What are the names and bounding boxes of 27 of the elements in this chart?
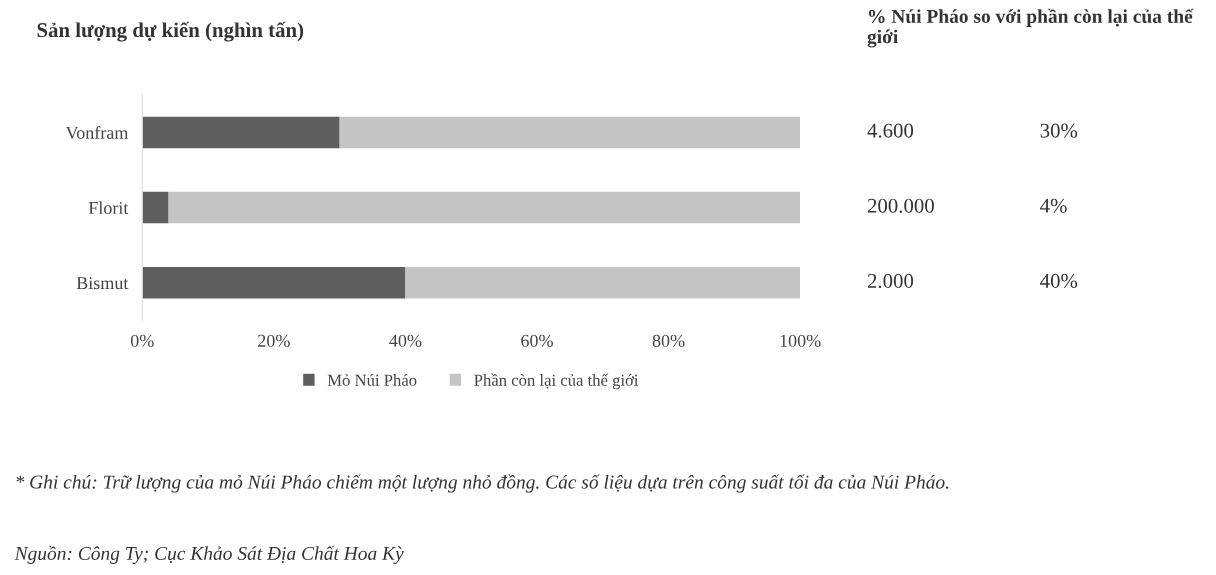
bar	[339, 116, 801, 149]
bar	[405, 266, 801, 299]
bar	[142, 116, 340, 149]
legend-label: Phần còn lại của thế giới	[474, 373, 639, 390]
text: Nguồn: Công Ty; Cục Khảo Sát Địa Chất Hoa Kỳ	[14, 545, 404, 565]
x-tick-label: 40%	[389, 334, 422, 347]
text: 4%	[1040, 198, 1067, 213]
y-tick-label: Vonfram	[65, 125, 129, 139]
bar	[142, 266, 406, 299]
text: 4.600	[867, 123, 914, 138]
text: * Ghi chú: Trữ lượng của mỏ Núi Pháo chiếm một lượng nhỏ đồng. Các số liệu dựa trên công suất tối đa của Núi Pháo.	[16, 474, 949, 493]
y-tick-label: Florit	[88, 201, 129, 215]
text: 200.000	[867, 198, 934, 213]
bar	[142, 191, 169, 224]
x-tick-label: 20%	[258, 334, 290, 347]
x-tick-label: 0%	[130, 334, 154, 347]
text: 2.000	[867, 273, 914, 289]
bar	[168, 191, 801, 224]
legend-label: Mỏ Núi Pháo	[327, 374, 417, 386]
text: 30%	[1040, 123, 1078, 138]
x-tick-label: 60%	[521, 334, 553, 347]
text: 40%	[1040, 273, 1078, 288]
text: % Núi Pháo so với phần còn lại của thế giới	[867, 8, 1194, 48]
chart-title: Sản lượng dự kiến (nghìn tấn)	[37, 21, 304, 42]
x-tick-label: 80%	[652, 334, 685, 347]
y-tick-label: Bismut	[76, 277, 129, 290]
x-tick-label: 100%	[780, 334, 821, 347]
